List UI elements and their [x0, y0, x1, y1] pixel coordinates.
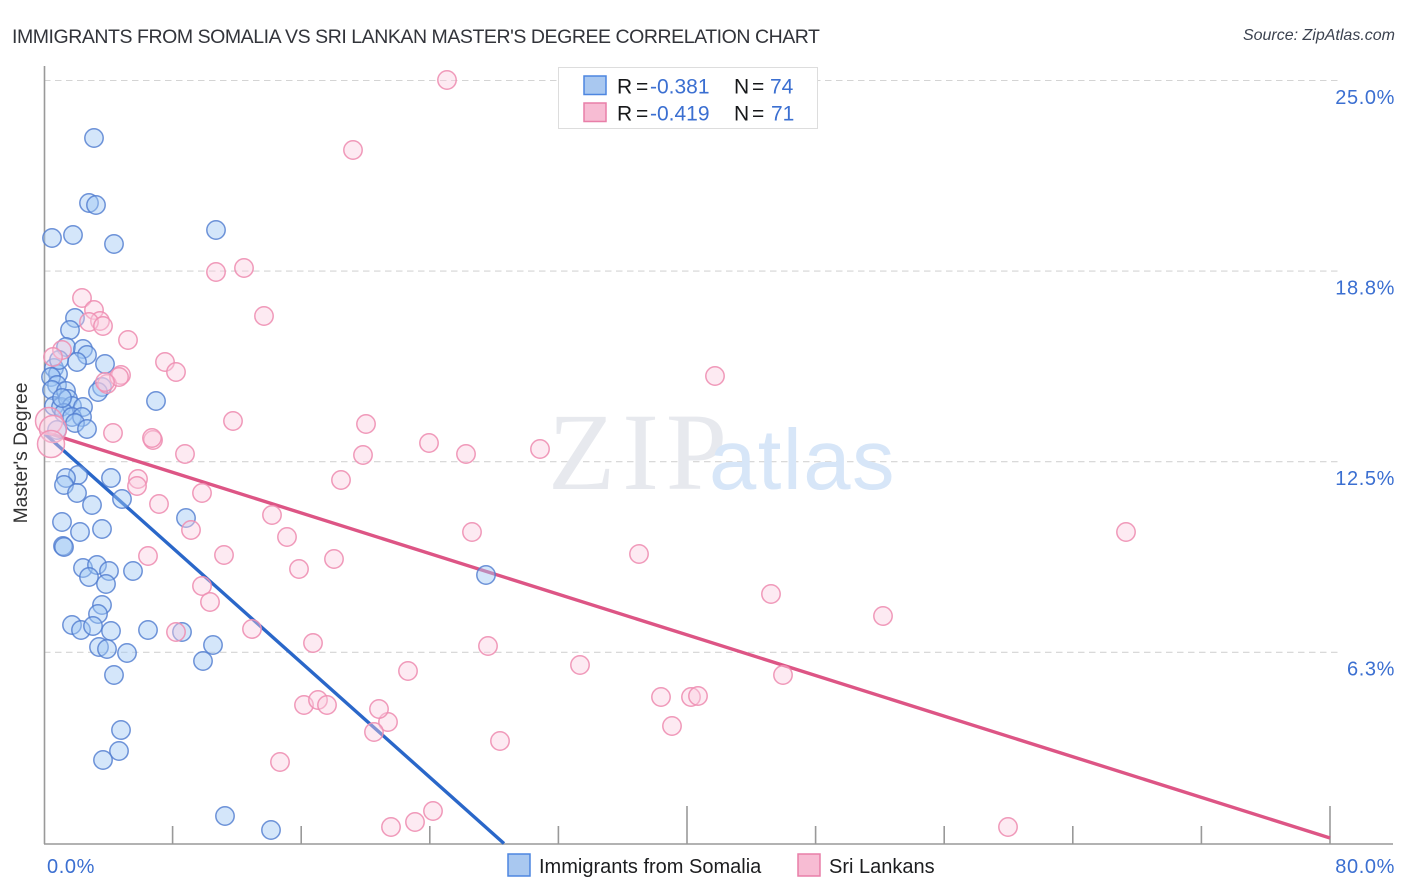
svg-text:Master's Degree: Master's Degree — [11, 383, 32, 524]
svg-text:12.5%: 12.5% — [1335, 468, 1395, 490]
svg-text:Sri Lankans: Sri Lankans — [829, 856, 935, 878]
svg-text:18.8%: 18.8% — [1335, 278, 1395, 300]
svg-text:Immigrants from Somalia: Immigrants from Somalia — [539, 856, 762, 878]
svg-text:atlas: atlas — [709, 413, 896, 508]
svg-text:0.0%: 0.0% — [47, 856, 95, 878]
svg-text:ZIP: ZIP — [548, 391, 734, 513]
svg-text:6.3%: 6.3% — [1347, 659, 1395, 681]
svg-text:80.0%: 80.0% — [1335, 856, 1395, 878]
svg-text:25.0%: 25.0% — [1335, 87, 1395, 109]
